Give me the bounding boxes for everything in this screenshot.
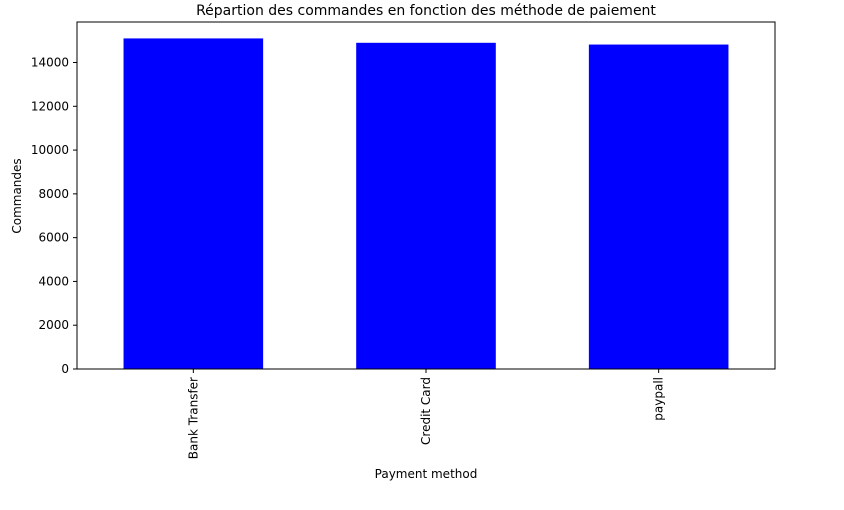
x-tick-label-0: Bank Transfer (186, 377, 200, 459)
y-tick-label-6: 12000 (31, 99, 69, 113)
x-axis: Bank Transfer Credit Card paypall (186, 369, 666, 459)
y-tick-label-1: 2000 (38, 318, 69, 332)
plot-frame (76, 21, 776, 370)
y-tick-label-2: 4000 (38, 274, 69, 288)
y-tick-label-7: 14000 (31, 56, 69, 70)
bar-0 (123, 38, 264, 370)
y-axis: 0 2000 4000 6000 8000 10000 12000 14000 (31, 56, 77, 376)
y-tick-label-5: 10000 (31, 143, 69, 157)
bars-group (123, 38, 729, 370)
y-tick-label-3: 6000 (38, 231, 69, 245)
chart-title: Répartion des commandes en fonction des … (196, 3, 656, 19)
y-axis-title: Commandes (10, 158, 24, 233)
x-axis-title: Payment method (375, 467, 478, 481)
bar-1 (356, 42, 496, 370)
bar-2 (588, 44, 729, 369)
x-tick-label-1: Credit Card (419, 377, 433, 445)
x-tick-label-2: paypall (652, 377, 666, 421)
y-tick-label-4: 8000 (38, 187, 69, 201)
y-tick-label-0: 0 (61, 362, 69, 376)
